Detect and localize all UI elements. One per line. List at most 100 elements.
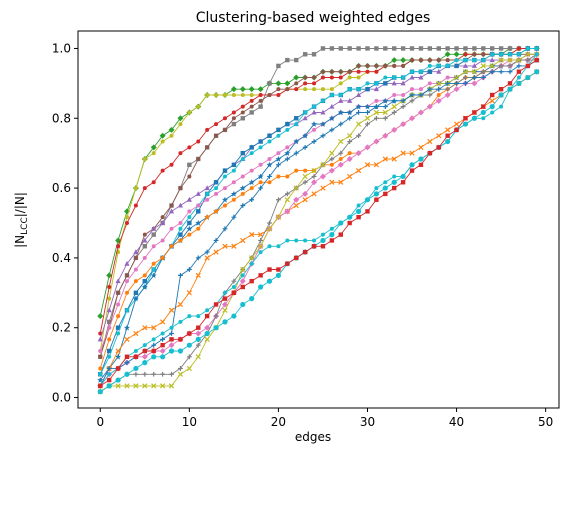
- data-point: [338, 220, 343, 225]
- data-point: [374, 46, 378, 50]
- y-axis-label: |NLCC|/|N|: [13, 192, 30, 248]
- data-point: [250, 169, 254, 173]
- data-point: [347, 134, 351, 138]
- data-point: [178, 227, 182, 231]
- data-point: [454, 86, 460, 92]
- data-point: [170, 134, 174, 138]
- data-point: [428, 81, 432, 85]
- data-point: [508, 81, 512, 85]
- data-point: [160, 372, 165, 377]
- data-point: [339, 76, 343, 80]
- data-point: [428, 70, 432, 74]
- data-point: [321, 186, 325, 190]
- series-9: [98, 52, 538, 353]
- data-point: [268, 157, 272, 161]
- data-point: [374, 81, 378, 85]
- data-point: [499, 87, 503, 91]
- data-point: [196, 314, 200, 318]
- data-point: [205, 93, 209, 97]
- data-point: [329, 232, 334, 237]
- data-point: [284, 80, 290, 86]
- x-tick-label: 10: [182, 415, 197, 429]
- data-point: [437, 64, 441, 68]
- data-point: [418, 109, 424, 115]
- data-point: [170, 163, 174, 167]
- data-point: [250, 186, 254, 190]
- data-point: [249, 86, 255, 92]
- data-point: [152, 232, 156, 236]
- data-point: [463, 46, 467, 50]
- data-point: [178, 372, 182, 376]
- data-point: [392, 98, 397, 103]
- data-point: [391, 127, 397, 133]
- data-point: [151, 343, 156, 348]
- data-point: [134, 331, 138, 335]
- data-point: [320, 238, 325, 243]
- data-point: [186, 226, 192, 232]
- data-point: [205, 256, 209, 260]
- data-point: [134, 186, 138, 190]
- data-point: [472, 110, 476, 114]
- data-point: [499, 52, 503, 56]
- data-point: [446, 76, 450, 80]
- data-point: [365, 116, 369, 120]
- data-point: [267, 279, 272, 284]
- data-point: [187, 215, 191, 219]
- data-point: [205, 215, 209, 219]
- data-point: [303, 87, 307, 91]
- data-point: [445, 134, 449, 138]
- data-point: [178, 348, 183, 353]
- data-point: [481, 110, 486, 115]
- data-point: [151, 372, 156, 377]
- data-point: [401, 180, 405, 184]
- data-point: [437, 145, 441, 149]
- data-point: [223, 93, 227, 97]
- data-point: [214, 250, 218, 254]
- data-point: [214, 186, 218, 190]
- data-point: [231, 86, 237, 92]
- data-point: [347, 46, 351, 50]
- data-point: [178, 151, 182, 155]
- data-point: [187, 366, 191, 370]
- data-point: [356, 215, 360, 219]
- data-point: [134, 279, 138, 283]
- data-point: [178, 337, 182, 341]
- data-point: [214, 134, 218, 138]
- data-point: [409, 162, 414, 167]
- series-line: [100, 54, 536, 357]
- data-point: [329, 168, 335, 174]
- data-point: [143, 233, 147, 237]
- data-point: [223, 308, 227, 312]
- data-point: [383, 116, 388, 121]
- data-point: [196, 140, 200, 144]
- data-point: [445, 92, 451, 98]
- data-point: [178, 221, 182, 225]
- data-point: [231, 313, 236, 318]
- data-point: [312, 128, 316, 132]
- data-point: [178, 238, 182, 242]
- data-point: [170, 326, 174, 330]
- data-point: [285, 262, 289, 266]
- data-point: [276, 128, 280, 132]
- data-point: [98, 389, 103, 394]
- data-point: [143, 244, 147, 248]
- data-point: [383, 192, 387, 196]
- data-point: [294, 238, 298, 242]
- data-point: [392, 180, 397, 185]
- data-point: [267, 162, 273, 168]
- data-point: [535, 58, 539, 62]
- data-point: [178, 320, 182, 324]
- data-point: [499, 64, 504, 69]
- data-point: [276, 267, 280, 271]
- data-point: [178, 273, 183, 278]
- data-point: [437, 93, 441, 97]
- data-point: [258, 86, 264, 92]
- data-point: [294, 203, 298, 207]
- data-point: [143, 273, 147, 277]
- data-point: [490, 69, 495, 74]
- data-point: [268, 140, 272, 144]
- data-point: [259, 99, 263, 103]
- data-point: [364, 144, 370, 150]
- data-point: [232, 169, 236, 173]
- data-point: [356, 209, 361, 214]
